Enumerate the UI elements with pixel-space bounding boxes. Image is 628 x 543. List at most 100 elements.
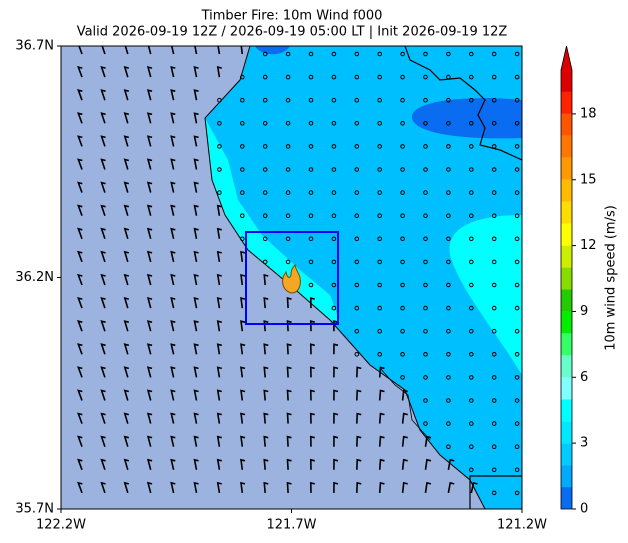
colorbar-tick-label: 0: [580, 502, 588, 517]
wind-barb: [100, 204, 106, 216]
calm-marker: [377, 121, 383, 126]
wind-barb: [193, 250, 199, 263]
calm-marker: [491, 213, 497, 218]
calm-marker: [285, 51, 291, 57]
calm-marker: [446, 74, 451, 80]
calm-marker: [240, 213, 245, 218]
wind-barb: [216, 389, 222, 401]
wind-barb: [123, 181, 129, 193]
calm-marker: [423, 121, 428, 126]
wind-barb: [101, 46, 106, 55]
wind-barb: [194, 46, 198, 55]
wind-barb: [77, 273, 83, 286]
calm-marker: [514, 352, 520, 357]
colorbar-label: 10m wind speed (m/s): [604, 205, 619, 351]
calm-marker: [331, 305, 337, 311]
wind-barb: [123, 135, 129, 147]
wind-barb: [77, 389, 83, 401]
wind-barb: [263, 297, 269, 309]
calm-marker: [400, 167, 405, 172]
wind-barb: [333, 435, 339, 447]
calm-marker: [491, 190, 497, 195]
calm-marker: [240, 236, 245, 242]
calm-marker: [331, 74, 337, 80]
calm-marker: [331, 190, 337, 195]
calm-marker: [285, 236, 291, 242]
wind-barb: [123, 389, 129, 401]
calm-marker: [308, 167, 314, 172]
wind-barb: [146, 135, 153, 147]
wind-barb: [100, 181, 106, 193]
calm-marker: [469, 467, 474, 473]
wind-barb: [123, 273, 129, 286]
wind-barb: [378, 389, 385, 401]
wind-barb: [216, 66, 222, 78]
wind-barb: [401, 481, 408, 493]
colorbar-swatch: [561, 113, 572, 136]
calm-marker: [423, 213, 428, 218]
wind-barb: [309, 343, 315, 355]
calm-marker: [262, 213, 268, 218]
wind-barb: [193, 412, 199, 424]
wind-barb: [170, 135, 176, 147]
wind-barb: [401, 435, 408, 447]
wind-barb: [216, 320, 222, 332]
wind-barb: [216, 204, 222, 216]
title: Timber Fire: 10m Wind f000: [201, 9, 383, 24]
wind-barb: [424, 458, 432, 470]
wind-barb: [100, 458, 106, 471]
wind-barb: [378, 435, 385, 447]
wind-barb: [216, 458, 222, 470]
calm-marker: [514, 305, 520, 311]
calm-marker: [491, 467, 497, 473]
calm-marker: [514, 121, 520, 126]
calm-marker: [514, 190, 520, 195]
calm-marker: [217, 144, 222, 149]
calm-marker: [308, 97, 314, 103]
wind-barb: [77, 135, 83, 147]
calm-marker: [423, 398, 428, 403]
wind-barb: [170, 343, 176, 355]
calm-marker: [469, 121, 474, 126]
wind-barb: [193, 112, 199, 124]
calm-marker: [514, 51, 520, 57]
wind-barb: [333, 343, 339, 355]
calm-marker: [446, 421, 451, 426]
calm-marker: [514, 421, 520, 426]
colorbar-swatch: [561, 421, 572, 444]
calm-marker: [491, 305, 497, 311]
wind-barb: [77, 435, 83, 447]
wind-barb: [286, 343, 292, 355]
wind-barb: [170, 389, 176, 401]
calm-marker: [423, 167, 428, 172]
wind-barb: [146, 412, 153, 424]
calm-marker: [514, 282, 520, 288]
wind-barb: [240, 481, 246, 494]
calm-marker: [262, 51, 268, 57]
wind-barb: [100, 89, 106, 101]
calm-marker: [446, 444, 451, 450]
calm-marker: [491, 375, 497, 380]
calm-marker: [446, 51, 451, 57]
calm-marker: [217, 121, 222, 126]
calm-marker: [423, 74, 428, 80]
calm-marker: [469, 352, 474, 357]
wind-barb: [77, 458, 83, 471]
wind-barb: [216, 250, 222, 263]
calm-marker: [491, 167, 497, 172]
wind-barb: [170, 204, 176, 216]
wind-barb: [170, 481, 176, 494]
calm-marker: [469, 259, 474, 265]
subtitle: Valid 2026-09-19 12Z / 2026-09-19 05:00 …: [77, 25, 508, 40]
calm-marker: [446, 282, 451, 288]
wind-barb: [263, 458, 269, 470]
calm-marker: [400, 51, 405, 57]
calm-marker: [308, 259, 314, 265]
wind-barb: [193, 181, 199, 193]
wind-barb: [240, 297, 246, 309]
wind-barb: [123, 250, 129, 263]
wind-barb: [146, 181, 153, 193]
wind-barb: [100, 412, 106, 424]
wind-barb: [170, 435, 176, 447]
calm-marker: [491, 282, 497, 288]
